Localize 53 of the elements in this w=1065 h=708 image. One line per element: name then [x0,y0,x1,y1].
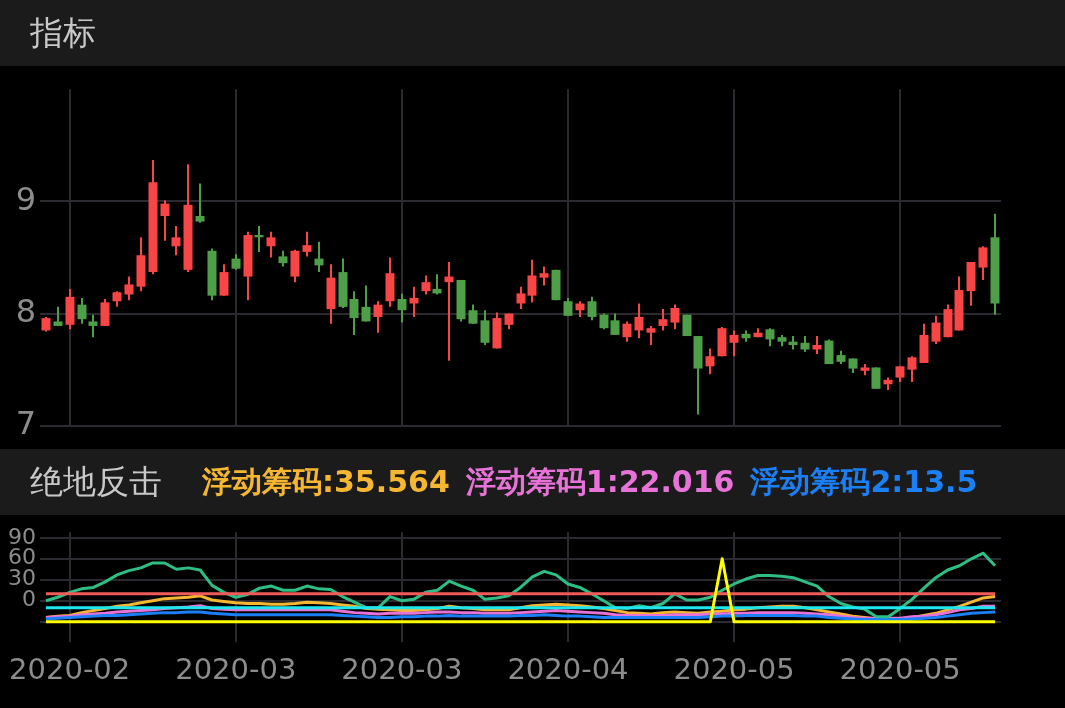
chart-title: 绝地反击 [30,460,162,503]
candlestick [124,275,134,302]
candlestick [670,303,680,331]
candlestick [361,284,371,323]
candlestick [302,230,312,258]
candlestick [409,285,419,318]
text: 浮动筹码:35.564 [202,462,450,501]
candlestick [539,265,549,287]
candlestick [160,199,170,242]
candlestick [444,260,454,362]
candlestick [480,309,490,347]
text: 浮动筹码2:13.5 [750,462,978,501]
candlestick [705,347,715,376]
candlestick [397,292,407,324]
candlestick [219,263,229,297]
candlestick [53,305,63,327]
candlestick [77,296,87,325]
candlestick [171,225,181,257]
y-tick-label: 7 [15,404,36,443]
candlestick [421,274,431,296]
candlestick [468,303,478,325]
candlestick [824,338,834,366]
x-tick-label: 2020-03 [341,651,463,686]
candlestick [587,295,597,322]
candlestick [622,320,632,343]
x-tick-label: 2020-05 [673,651,795,686]
candlestick [978,245,988,281]
chart-title: 指标 [30,11,96,54]
x-tick-label: 2020-04 [507,651,629,686]
candlestick [266,230,276,259]
text: 浮动筹码1:22.016 [465,462,735,501]
y-tick-label: 8 [15,291,36,330]
candlestick [527,258,537,304]
candlestick [88,313,98,339]
candlestick [658,308,668,332]
y-tick-label: 9 [15,179,36,218]
x-tick-label: 2020-05 [839,651,961,686]
candlestick [516,285,526,311]
candlestick [729,329,739,358]
candlestick [432,273,442,296]
candlestick [349,290,359,336]
candlestick [871,366,881,390]
candlestick [254,225,264,253]
candlestick [646,324,656,347]
x-tick-label: 2020-03 [175,651,297,686]
candlestick [100,298,110,327]
candlestick [373,300,383,334]
candlestick [931,314,941,345]
candlestick [634,302,644,340]
x-tick-label: 2020-02 [9,651,131,686]
candlestick [907,355,917,384]
candlestick [195,182,205,224]
candlestick [610,312,620,336]
